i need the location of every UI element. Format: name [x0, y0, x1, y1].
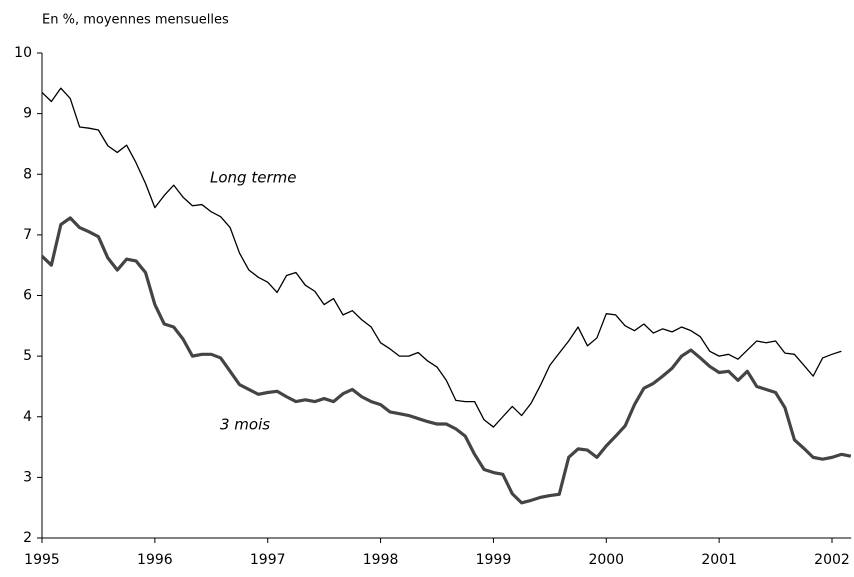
x-tick-label: 2001 [701, 552, 737, 568]
series-line [41, 87, 842, 428]
x-tick-label: 1995 [24, 552, 60, 568]
y-tick-label: 5 [23, 348, 32, 364]
y-tick-label: 7 [23, 227, 32, 243]
annotation: Long terme [210, 169, 296, 187]
y-tick-label: 3 [23, 469, 32, 485]
y-tick-label: 8 [23, 166, 32, 182]
x-tick-label: 1999 [476, 552, 512, 568]
x-tick-label: 1996 [137, 552, 173, 568]
x-tick-label: 1998 [363, 552, 399, 568]
y-tick-label: 4 [23, 409, 32, 425]
series-line [40, 216, 852, 505]
x-tick-label: 2002 [814, 552, 850, 568]
subtitle: En %, moyennes mensuelles [42, 13, 229, 28]
x-tick-label: 2000 [588, 552, 624, 568]
y-tick-label: 2 [23, 530, 32, 546]
y-tick-label: 6 [23, 288, 32, 304]
y-tick-label: 9 [23, 106, 32, 122]
y-tick-label: 10 [14, 45, 32, 61]
x-tick-label: 1997 [250, 552, 286, 568]
annotation: 3 mois [220, 416, 270, 434]
